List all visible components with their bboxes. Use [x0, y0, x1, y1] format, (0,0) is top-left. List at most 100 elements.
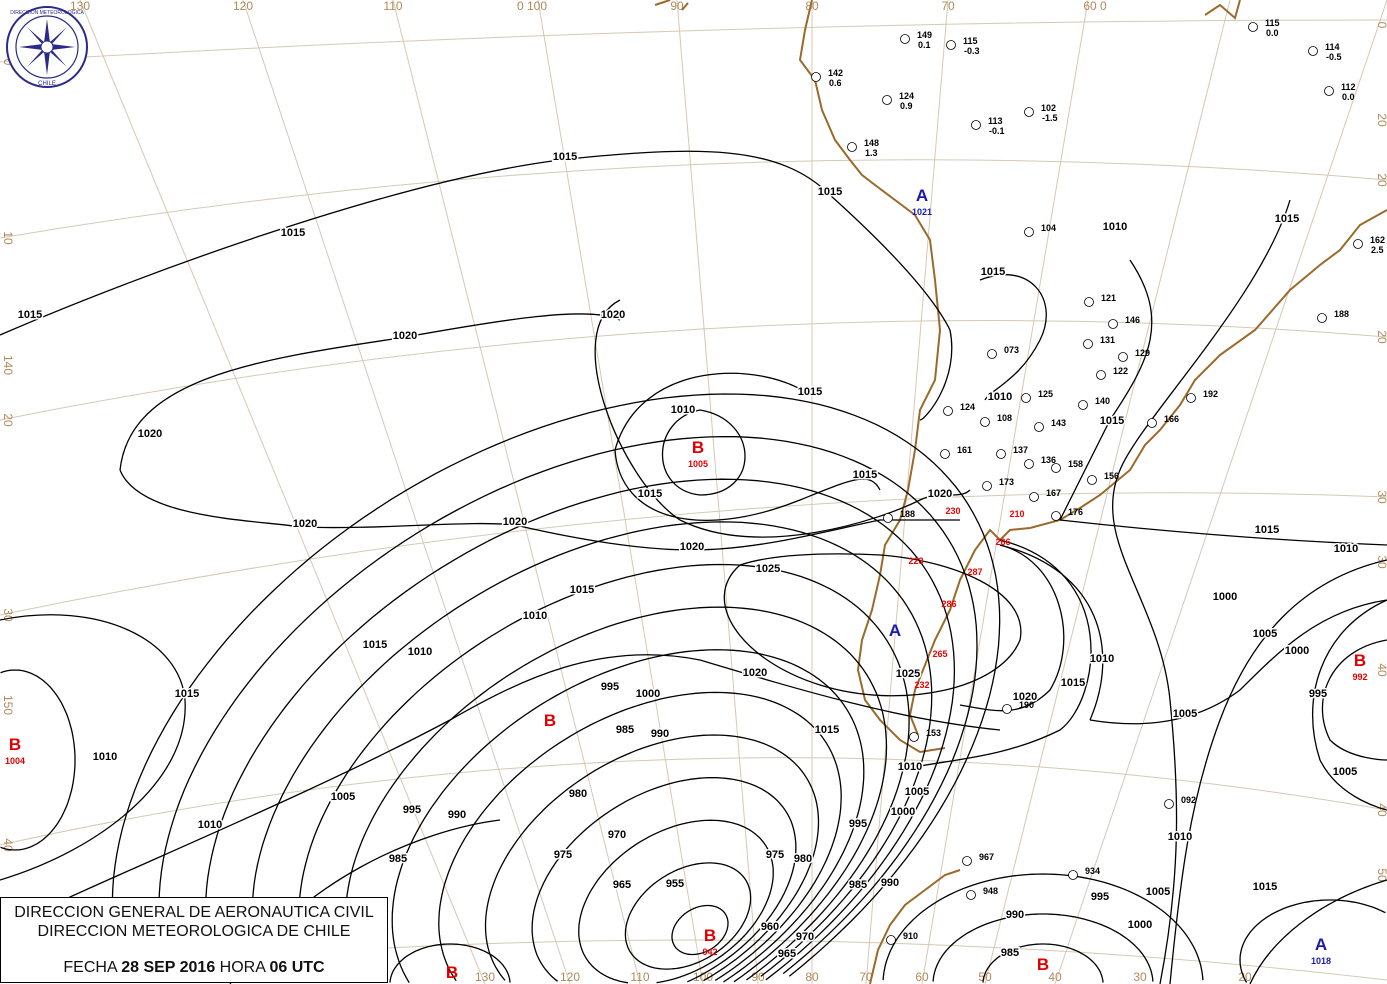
isobar-label: 1010 [898, 761, 922, 773]
isobar [1169, 559, 1387, 984]
isobar-label: 1020 [1013, 691, 1037, 703]
grid-right-label: 40 [1375, 663, 1387, 677]
isobar-label: 990 [881, 877, 899, 889]
station-pressure: 136 [1041, 455, 1056, 465]
title-box: DIRECCION GENERAL DE AERONAUTICA CIVIL D… [0, 897, 388, 983]
station-plot: 108 [980, 413, 1012, 427]
grid-top-label: 120 [233, 0, 253, 13]
cloud-cover-icon [1051, 463, 1061, 473]
isobar-label: 1015 [1061, 677, 1085, 689]
grid-top-label: 90 [670, 0, 684, 13]
isobar-label: 1015 [1100, 415, 1124, 427]
isobar [111, 393, 1001, 981]
station-pressure: 108 [997, 413, 1012, 423]
low-pressure-center: B 992 [1352, 651, 1367, 682]
station-plot: 125 [1021, 389, 1053, 403]
station-tendency: -0.3 [964, 46, 980, 56]
station-pressure: 122 [1113, 366, 1128, 376]
logo-ring-text: DIRECCION METEOROLOGICA [10, 10, 84, 16]
isobar-label: 1020 [293, 518, 317, 530]
station-pressure: 073 [1004, 345, 1019, 355]
station-red-value: 286 [941, 599, 956, 609]
isobar-label: 985 [389, 853, 407, 865]
cloud-cover-icon [811, 72, 821, 82]
meridian-line [392, 0, 641, 984]
grid-right-label: 30 [1375, 555, 1387, 569]
meridian-line [921, 0, 1089, 984]
isobar-labels: 1015 1015 1015 1015 1020 1020 1020 1020 1020 1020… [16, 150, 1359, 962]
cloud-cover-icon [1024, 459, 1034, 469]
isobar-label: 985 [849, 879, 867, 891]
station-pressure: 156 [1104, 471, 1119, 481]
isobar [1249, 879, 1387, 984]
isobar [594, 299, 971, 538]
cloud-cover-icon [1324, 86, 1334, 96]
isobar-label: 1010 [671, 404, 695, 416]
station-tendency: -0.1 [989, 126, 1005, 136]
isobar-label: 1025 [756, 563, 780, 575]
isobar-label: 1000 [1213, 591, 1237, 603]
station-pressure: 104 [1041, 223, 1056, 233]
station-tendency: 1.3 [865, 148, 878, 158]
isobar-label: 1005 [331, 791, 355, 803]
cloud-cover-icon [1078, 400, 1088, 410]
isobar-label: 995 [1091, 891, 1109, 903]
center-letter: A [889, 621, 901, 640]
isobar [982, 943, 1104, 983]
station-pressure: 161 [957, 445, 972, 455]
parallel-line [0, 757, 1387, 846]
station-pressure: 113 [988, 116, 1003, 126]
station-pressure: 162 [1370, 235, 1385, 245]
isobar [0, 669, 76, 851]
isobar [484, 734, 820, 982]
cloud-cover-icon [882, 95, 892, 105]
parallel-line [0, 159, 1387, 239]
station-tendency: 0.0 [1342, 92, 1355, 102]
station-plot: 122 [1096, 366, 1128, 380]
station-pressure: 148 [864, 138, 879, 148]
isobar [251, 521, 933, 980]
cloud-cover-icon [1068, 870, 1078, 880]
parallel-line [0, 320, 1387, 421]
station-pressure: 948 [983, 886, 998, 896]
station-plot: 092 [1164, 795, 1196, 809]
cloud-cover-icon [1308, 46, 1318, 56]
station-red-value: 210 [1009, 509, 1024, 519]
isobar [0, 150, 951, 336]
center-pressure-value: 1005 [688, 459, 708, 469]
station-plot: 129 [1118, 348, 1150, 362]
isobar [1111, 199, 1291, 984]
isobar-label: 1020 [601, 309, 625, 321]
station-plot: 158 [1051, 459, 1083, 473]
cloud-cover-icon [1034, 422, 1044, 432]
coast-west-south-america [798, 0, 946, 754]
isobar-label: 995 [403, 804, 421, 816]
isobar-label: 1010 [988, 391, 1012, 403]
isobar-label: 1015 [175, 688, 199, 700]
station-pressure: 112 [1341, 82, 1356, 92]
cloud-cover-icon [1021, 393, 1031, 403]
grid-right-label: 0 [1375, 22, 1387, 29]
cloud-cover-icon [943, 406, 953, 416]
station-pressure: 115 [963, 36, 978, 46]
cloud-cover-icon [996, 449, 1006, 459]
low-pressure-center: B [1037, 955, 1049, 974]
station-plot: 124 [943, 402, 975, 416]
grid-bottom-label: 70 [859, 970, 873, 984]
center-letter: B [692, 438, 704, 457]
isobar [932, 913, 1154, 982]
high-pressure-center: A [889, 621, 901, 640]
isobar [671, 904, 729, 956]
cloud-cover-icon [1164, 799, 1174, 809]
isobar [882, 873, 1204, 981]
isobar-label: 1005 [1146, 886, 1170, 898]
station-plot: 115-0.3 [946, 36, 980, 56]
station-plot: 167 [1029, 488, 1061, 502]
station-plot: 140 [1078, 396, 1110, 410]
isobar-label: 985 [616, 724, 634, 736]
isobar-label: 1020 [743, 667, 767, 679]
station-tendency: 2.5 [1371, 245, 1384, 255]
station-plot: 104 [1024, 223, 1056, 237]
